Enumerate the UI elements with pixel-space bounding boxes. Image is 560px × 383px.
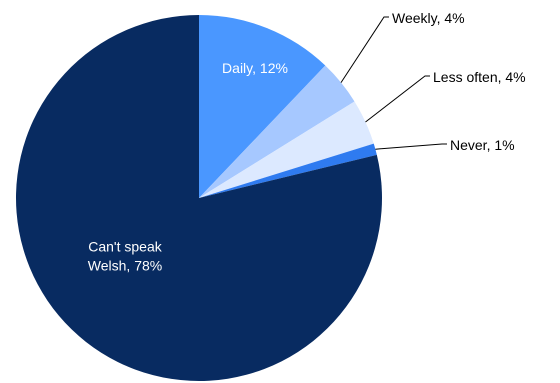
slice-label-less-often: Less often, 4% (433, 69, 526, 85)
pie-slice-never (199, 143, 377, 198)
pie-slice-can-t-speak-welsh (15, 15, 382, 381)
leader-line-weekly (340, 16, 389, 83)
slice-label-daily: Daily, 12% (222, 60, 288, 76)
slice-label-can-t-speak-welsh: Can't speak Welsh, 78% (88, 239, 163, 274)
pie-slice-daily (199, 15, 326, 198)
pie-slices (15, 15, 382, 381)
pie-slice-weekly (199, 65, 355, 198)
pie-slice-less-often (199, 101, 374, 198)
leader-lines (340, 16, 447, 150)
slice-label-weekly: Weekly, 4% (392, 10, 465, 26)
leader-line-less-often (365, 75, 430, 123)
leader-line-never (375, 143, 447, 150)
slice-label-never: Never, 1% (450, 137, 515, 153)
slice-labels: Daily, 12% Weekly, 4% Less often, 4% Never,… (88, 10, 526, 274)
